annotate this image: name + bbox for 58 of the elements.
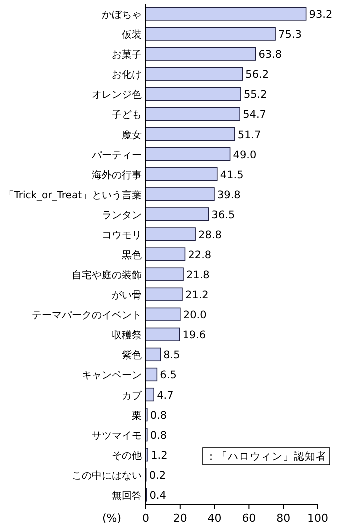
y-tick-label: 海外の行事	[92, 169, 142, 182]
x-tick-label: 60	[242, 512, 256, 525]
data-label: 19.6	[182, 330, 206, 342]
data-label: 0.8	[150, 410, 168, 422]
y-tick-label: この中にはない	[72, 470, 142, 482]
y-tick-label: 「Trick_or_Treat」という言葉	[4, 189, 142, 202]
x-axis-title: (%)	[102, 512, 122, 525]
x-tick-label: 0	[142, 512, 150, 525]
data-label: 93.2	[309, 9, 333, 22]
y-tick-label: お菓子	[112, 49, 142, 62]
data-label: 54.7	[243, 109, 266, 122]
data-label: 21.2	[185, 290, 209, 302]
y-tick-label: 子ども	[112, 110, 142, 122]
y-tick-label: 無回答	[112, 490, 142, 502]
data-label: 39.8	[217, 189, 241, 202]
x-tick-label: 100	[308, 512, 328, 525]
data-label: 51.7	[238, 129, 262, 142]
data-label: 4.7	[157, 390, 174, 402]
data-label: 41.5	[220, 169, 244, 182]
data-label: 21.8	[186, 270, 210, 282]
y-tick-label: お化け	[112, 69, 142, 82]
y-tick-label: その他	[112, 450, 142, 462]
x-tick-label: 40	[208, 512, 222, 525]
data-label: 55.2	[244, 89, 268, 102]
y-tick-label: オレンジ色	[92, 89, 142, 102]
y-tick-label: かぼちゃ	[102, 10, 142, 22]
x-tick-label: 20	[173, 512, 188, 525]
data-label: 6.5	[160, 370, 177, 382]
data-label: 8.5	[164, 350, 180, 362]
data-label: 28.8	[198, 229, 222, 242]
y-tick-label: がい骨	[112, 290, 142, 302]
y-tick-label: 黒色	[122, 250, 142, 262]
y-tick-label: 収穫祭	[112, 330, 142, 342]
data-label: 20.0	[183, 310, 207, 322]
y-tick-label: 仮装	[122, 29, 142, 42]
y-tick-label: 魔女	[122, 129, 142, 142]
y-tick-label: キャンペーン	[82, 370, 142, 382]
y-tick-label: 自宅や庭の装飾	[72, 270, 142, 282]
data-label: 0.4	[150, 490, 167, 502]
y-tick-label: テーマパークのイベント	[32, 310, 142, 322]
data-label: 1.2	[151, 450, 168, 462]
data-label: 22.8	[188, 250, 212, 262]
y-tick-label: パーティー	[91, 150, 142, 162]
data-label: 56.2	[246, 69, 270, 82]
x-tick-label: 80	[276, 512, 291, 525]
y-tick-label: サツマイモ	[92, 430, 142, 442]
data-label: 36.5	[212, 209, 236, 222]
data-label: 49.0	[233, 149, 257, 162]
annotation: ：「ハロウィン」認知者	[206, 450, 327, 463]
data-label: 0.8	[150, 430, 168, 442]
y-tick-label: 紫色	[122, 350, 142, 362]
data-label: 0.2	[149, 470, 166, 482]
data-label: 63.8	[258, 49, 282, 62]
y-tick-label: ランタン	[102, 210, 142, 222]
data-label: 75.3	[278, 29, 302, 42]
y-tick-label: 栗	[132, 410, 142, 422]
y-tick-label: コウモリ	[102, 230, 142, 242]
y-tick-label: カブ	[122, 390, 143, 402]
